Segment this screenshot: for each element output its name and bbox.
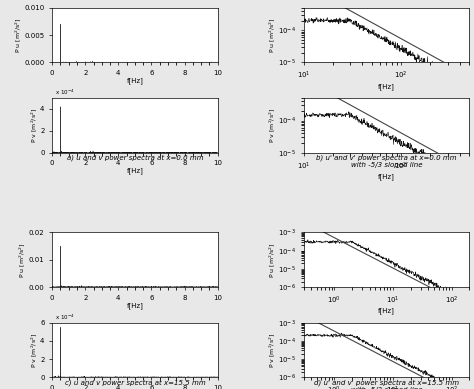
Y-axis label: P u [m$^2$/s$^2$]: P u [m$^2$/s$^2$] (267, 242, 277, 277)
X-axis label: f[Hz]: f[Hz] (127, 302, 143, 309)
Y-axis label: P v [m$^2$/s$^2$]: P v [m$^2$/s$^2$] (267, 332, 277, 368)
Text: c) u and v power spectra at x=15.5 mm: c) u and v power spectra at x=15.5 mm (64, 379, 205, 386)
X-axis label: f[Hz]: f[Hz] (378, 173, 395, 180)
Text: x 10$^{-4}$: x 10$^{-4}$ (55, 312, 75, 322)
Y-axis label: P v [m$^2$/s$^2$]: P v [m$^2$/s$^2$] (29, 108, 38, 143)
Text: b) u' and v' power spectra at x=0.0 mm
with -5/3 sloped line: b) u' and v' power spectra at x=0.0 mm w… (316, 155, 457, 168)
X-axis label: f[Hz]: f[Hz] (127, 77, 143, 84)
Y-axis label: P u [m$^2$/s$^2$]: P u [m$^2$/s$^2$] (13, 18, 23, 53)
X-axis label: f[Hz]: f[Hz] (378, 307, 395, 314)
X-axis label: f[Hz]: f[Hz] (378, 83, 395, 89)
Text: d) u' and v' power spectra at x=15.5 mm
with -5/3 sloped line: d) u' and v' power spectra at x=15.5 mm … (314, 379, 459, 389)
Y-axis label: P u [m$^2$/s$^2$]: P u [m$^2$/s$^2$] (267, 18, 277, 53)
Text: a) u and v power spectra at x=0.0 mm: a) u and v power spectra at x=0.0 mm (66, 155, 203, 161)
X-axis label: f[Hz]: f[Hz] (127, 168, 143, 175)
Text: x 10$^{-4}$: x 10$^{-4}$ (55, 88, 75, 97)
Y-axis label: P v [m$^2$/s$^2$]: P v [m$^2$/s$^2$] (29, 332, 38, 368)
Y-axis label: P v [m$^2$/s$^2$]: P v [m$^2$/s$^2$] (267, 108, 277, 143)
Y-axis label: P u [m$^2$/s$^2$]: P u [m$^2$/s$^2$] (18, 242, 27, 277)
